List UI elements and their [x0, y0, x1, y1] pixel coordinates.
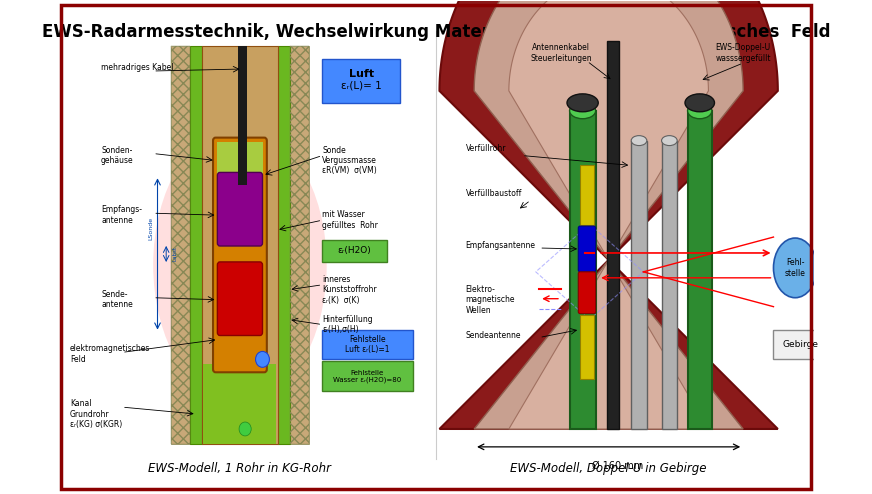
- Text: inneres
Kunststoffrohr
εᵣ(K)  σ(K): inneres Kunststoffrohr εᵣ(K) σ(K): [323, 275, 377, 305]
- Ellipse shape: [569, 103, 596, 119]
- Bar: [290, 46, 310, 444]
- Text: Verfüllbaustoff: Verfüllbaustoff: [466, 189, 521, 198]
- Text: Empfangs-
antenne: Empfangs- antenne: [101, 205, 142, 225]
- Ellipse shape: [662, 136, 678, 146]
- Circle shape: [255, 351, 269, 368]
- Ellipse shape: [631, 136, 647, 146]
- FancyBboxPatch shape: [578, 226, 596, 272]
- Text: Empfangsantenne: Empfangsantenne: [466, 241, 535, 249]
- Text: Elektro-
magnetische
Wellen: Elektro- magnetische Wellen: [466, 285, 515, 315]
- Text: εᵣ(L)= 1: εᵣ(L)= 1: [341, 81, 382, 91]
- Bar: [773, 329, 828, 359]
- Bar: [323, 361, 413, 391]
- Bar: [580, 165, 594, 225]
- Bar: [580, 315, 594, 379]
- Bar: [203, 365, 276, 444]
- Bar: [290, 46, 310, 444]
- FancyBboxPatch shape: [217, 262, 262, 335]
- Text: LSonde: LSonde: [148, 216, 153, 240]
- Text: Sonden-
gehäuse: Sonden- gehäuse: [101, 146, 133, 165]
- Bar: [323, 59, 400, 103]
- Bar: [662, 141, 678, 429]
- FancyBboxPatch shape: [213, 138, 267, 372]
- Text: Verfüllrohr: Verfüllrohr: [466, 144, 506, 153]
- Polygon shape: [509, 0, 708, 429]
- Bar: [171, 46, 189, 444]
- Text: EWS-Modell, 1 Rohr in KG-Rohr: EWS-Modell, 1 Rohr in KG-Rohr: [148, 462, 331, 475]
- Bar: [323, 329, 413, 359]
- Bar: [631, 141, 647, 429]
- Text: mit Wasser
gefülltes  Rohr: mit Wasser gefülltes Rohr: [323, 210, 378, 230]
- Bar: [569, 111, 596, 429]
- Bar: [216, 142, 263, 221]
- Text: EWS-Doppel-U
wasssergefüllt: EWS-Doppel-U wasssergefüllt: [715, 43, 771, 63]
- Ellipse shape: [685, 94, 714, 112]
- FancyBboxPatch shape: [217, 172, 262, 246]
- Text: Sende-
antenne: Sende- antenne: [101, 290, 133, 309]
- Text: Gebirge: Gebirge: [782, 340, 819, 349]
- Text: elektromagnetisches
Feld: elektromagnetisches Feld: [70, 344, 150, 364]
- Text: mehradriges Kabel: mehradriges Kabel: [101, 63, 174, 72]
- Text: Kanal
Grundrohr
εᵣ(KG) σ(KGR): Kanal Grundrohr εᵣ(KG) σ(KGR): [70, 399, 122, 429]
- Text: Fehlstelle
Wasser εᵣ(H2O)=80: Fehlstelle Wasser εᵣ(H2O)=80: [333, 370, 402, 383]
- Text: Sonde
Vergussmasse
εR(VM)  σ(VM): Sonde Vergussmasse εR(VM) σ(VM): [323, 146, 378, 175]
- Bar: [238, 46, 247, 185]
- Ellipse shape: [567, 94, 598, 112]
- Text: Ø 160 mm: Ø 160 mm: [592, 461, 643, 471]
- Circle shape: [239, 422, 251, 436]
- Text: Fehlstelle
Luft εᵣ(L)=1: Fehlstelle Luft εᵣ(L)=1: [345, 335, 390, 354]
- Text: EWS-Modell, Doppel-U in Gebirge: EWS-Modell, Doppel-U in Gebirge: [510, 462, 707, 475]
- Text: EWS-Radarmesstechnik, Wechselwirkung Materialen und elektromagnetisches  Feld: EWS-Radarmesstechnik, Wechselwirkung Mat…: [42, 23, 830, 41]
- Text: Labst: Labst: [173, 247, 177, 261]
- Text: Luft: Luft: [349, 69, 374, 79]
- Polygon shape: [439, 0, 778, 429]
- Ellipse shape: [153, 125, 327, 404]
- Bar: [607, 41, 619, 429]
- Bar: [278, 46, 290, 444]
- Bar: [688, 111, 712, 429]
- Polygon shape: [474, 0, 743, 429]
- Ellipse shape: [773, 238, 817, 298]
- Text: Antennenkabel
Steuerleitungen: Antennenkabel Steuerleitungen: [530, 43, 592, 63]
- Bar: [189, 46, 201, 444]
- Text: Fehl-
stelle: Fehl- stelle: [785, 258, 806, 278]
- Text: Hinterfüllung
εᵣ(H),σ(H): Hinterfüllung εᵣ(H),σ(H): [323, 315, 373, 334]
- Ellipse shape: [688, 103, 712, 119]
- Bar: [171, 46, 189, 444]
- Text: εᵣ(H2O): εᵣ(H2O): [337, 247, 371, 255]
- FancyBboxPatch shape: [578, 272, 596, 314]
- Bar: [323, 240, 387, 262]
- Bar: [201, 46, 278, 444]
- Text: Sendeantenne: Sendeantenne: [466, 331, 521, 340]
